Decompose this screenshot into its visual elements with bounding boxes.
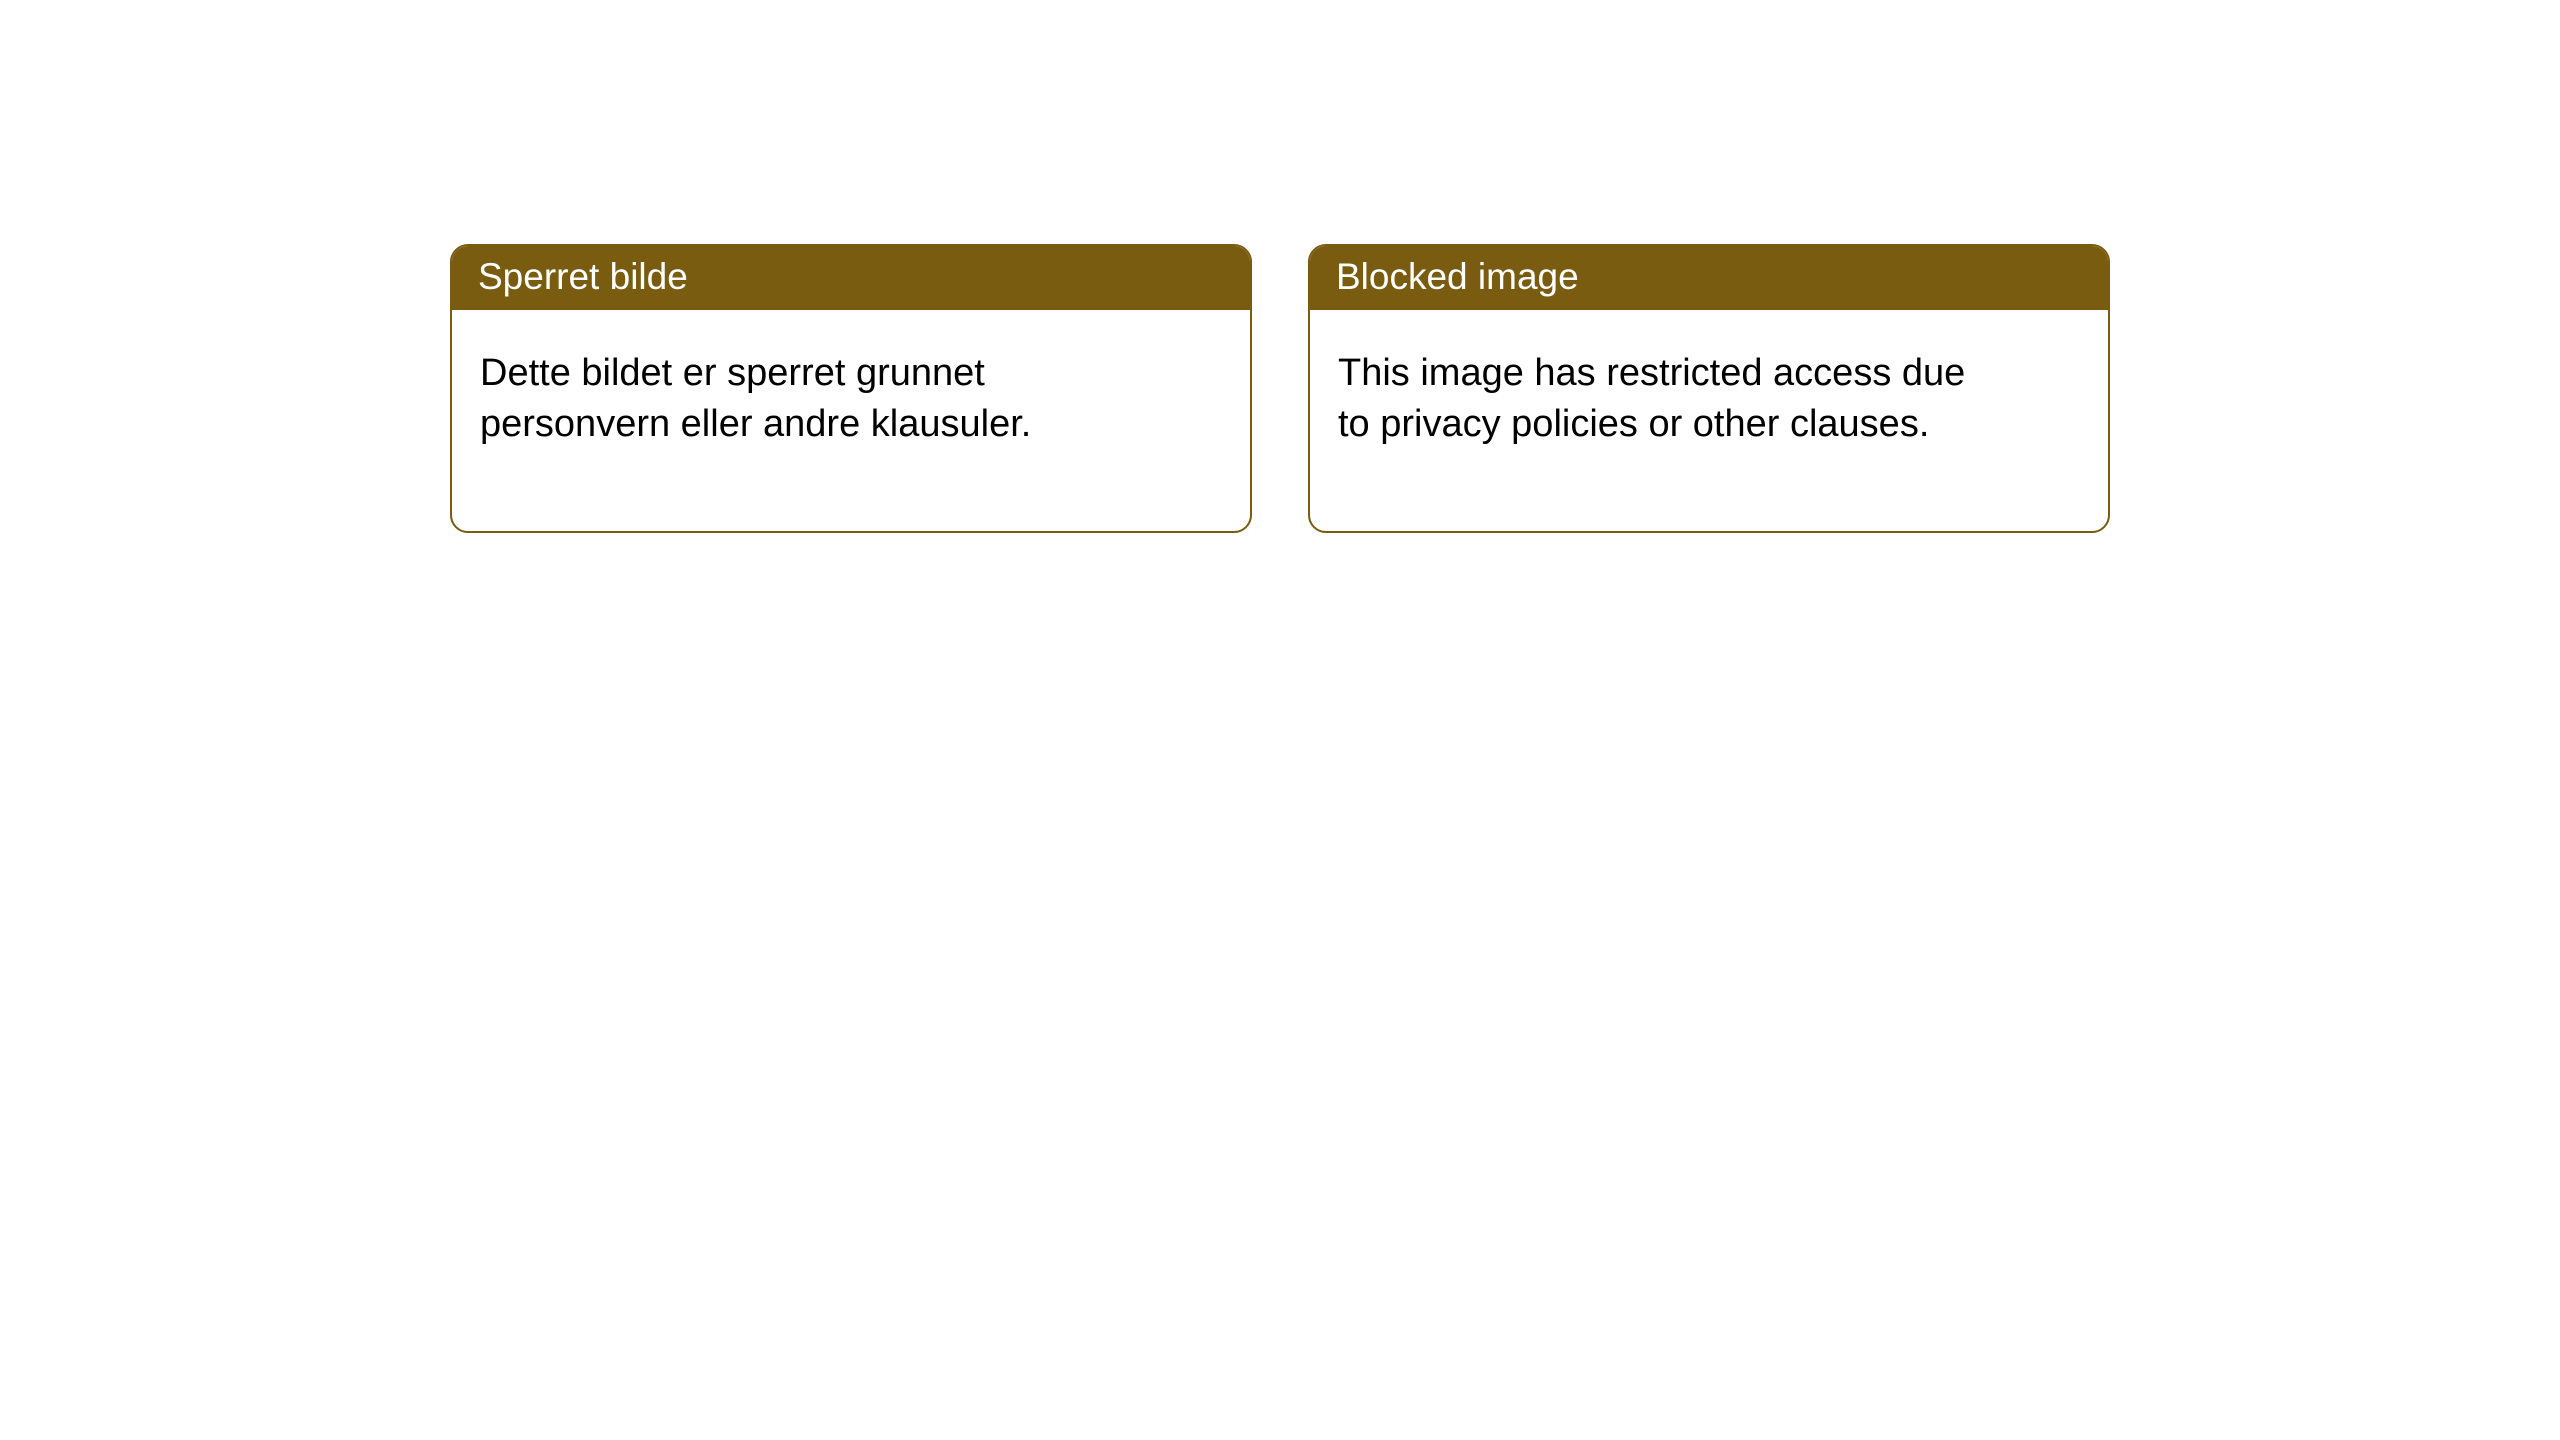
- notice-header-no: Sperret bilde: [452, 246, 1250, 310]
- notice-container: Sperret bilde Dette bildet er sperret gr…: [0, 0, 2560, 533]
- notice-body-en: This image has restricted access due to …: [1310, 310, 2010, 531]
- notice-body-no: Dette bildet er sperret grunnet personve…: [452, 310, 1152, 531]
- notice-header-en: Blocked image: [1310, 246, 2108, 310]
- notice-card-no: Sperret bilde Dette bildet er sperret gr…: [450, 244, 1252, 533]
- notice-card-en: Blocked image This image has restricted …: [1308, 244, 2110, 533]
